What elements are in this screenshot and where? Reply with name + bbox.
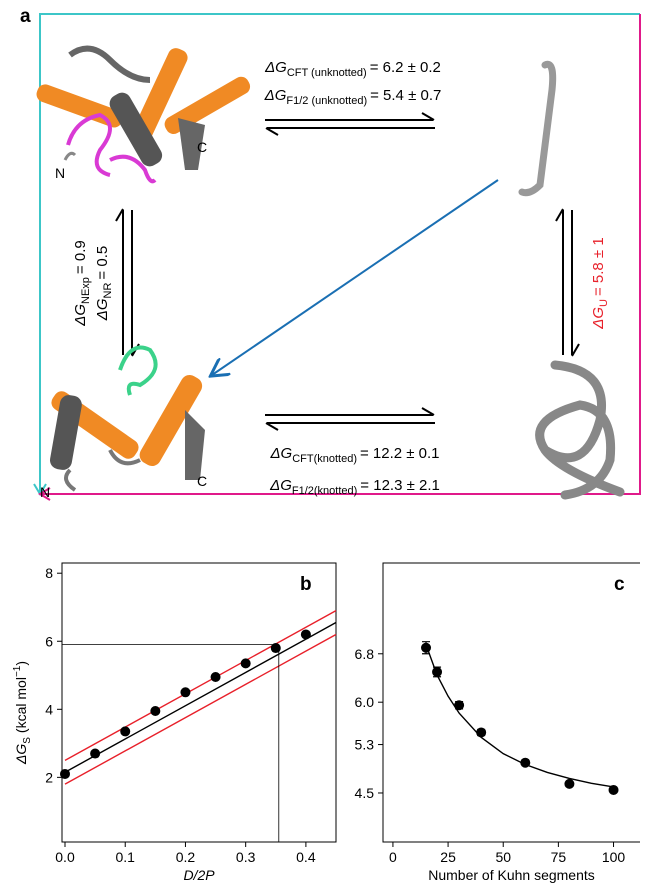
value: = 5.8 ± 1 (590, 237, 607, 296)
y-tick-label: 4 (45, 701, 53, 717)
equation: ΔGNExp = 0.9 (72, 240, 92, 326)
subscript: F1/2 (unknotted) (286, 95, 367, 107)
knotted-chain (540, 365, 620, 495)
subscript: NExp (80, 277, 92, 304)
x-tick-label: 0.2 (176, 849, 196, 865)
fit-line (65, 611, 336, 761)
subscript: CFT(knotted) (292, 453, 357, 465)
value: = 0.9 (72, 240, 89, 274)
superscript: −1 (12, 665, 23, 677)
protein-unknotted (34, 45, 253, 181)
value: = 12.3 ± 2.1 (360, 477, 440, 494)
symbol: ΔG (264, 59, 287, 76)
unit: (kcal mol (13, 677, 29, 733)
symbol: ΔG (94, 298, 111, 321)
x-tick-label: 0.4 (296, 849, 316, 865)
point (454, 700, 464, 710)
x-tick-label: 100 (602, 849, 626, 865)
point (432, 667, 442, 677)
value: = 0.5 (94, 246, 111, 280)
subscript: S (22, 737, 33, 744)
point (476, 727, 486, 737)
subscript: CFT (unknotted) (287, 67, 367, 79)
x-tick-label: 0.0 (55, 849, 75, 865)
fit-line (426, 645, 614, 787)
value: = 5.4 ± 0.7 (370, 87, 441, 104)
panel-label: b (300, 574, 312, 595)
point (180, 687, 190, 697)
symbol: ΔG (72, 304, 89, 327)
subscript: F1/2(knotted) (292, 485, 357, 497)
y-tick-label: 4.5 (355, 785, 375, 801)
point (301, 629, 311, 639)
x-tick-label: 75 (551, 849, 567, 865)
terminus-label: C (197, 473, 207, 489)
value: = 6.2 ± 0.2 (370, 59, 441, 76)
point (150, 706, 160, 716)
x-tick-label: 50 (495, 849, 511, 865)
point (211, 672, 221, 682)
point (120, 726, 130, 736)
y-tick-label: 6.0 (355, 694, 375, 710)
x-axis-label: Number of Kuhn segments (428, 867, 595, 883)
point (271, 643, 281, 653)
symbol: ΔG (590, 307, 607, 330)
value: = 12.2 ± 0.1 (360, 445, 440, 462)
point (90, 749, 100, 759)
y-tick-label: 5.3 (355, 737, 375, 753)
symbol: ΔG (269, 477, 292, 494)
transition-arrow (212, 180, 498, 375)
subscript: NR (102, 283, 114, 299)
fit-line (65, 634, 336, 784)
panel-label: c (614, 574, 625, 595)
symbol: ΔG (264, 87, 287, 104)
point (241, 658, 251, 668)
figure: a N C N C ΔGCFT (unknotted)= 6.2 ± 0.2ΔG… (0, 0, 658, 883)
point (520, 758, 530, 768)
protein-knotted (48, 348, 205, 491)
terminus-label: N (55, 165, 65, 181)
point (60, 769, 70, 779)
point (609, 785, 619, 795)
point (564, 779, 574, 789)
point (421, 643, 431, 653)
y-tick-label: 6.8 (355, 646, 375, 662)
x-tick-label: 0.1 (115, 849, 135, 865)
x-tick-label: 0 (389, 849, 397, 865)
unit-close: ) (13, 661, 29, 666)
equation: ΔGF1/2 (unknotted)= 5.4 ± 0.7 (264, 87, 442, 107)
axis-frame (383, 563, 640, 842)
x-tick-label: 25 (440, 849, 456, 865)
axis-frame (62, 563, 336, 842)
equation: ΔGNR = 0.5 (94, 246, 114, 321)
x-tick-label: 0.3 (236, 849, 256, 865)
equation: ΔGCFT (unknotted)= 6.2 ± 0.2 (264, 59, 441, 79)
equation: ΔGU = 5.8 ± 1 (590, 237, 610, 329)
unknotted-chain (522, 64, 553, 192)
y-tick-label: 6 (45, 633, 53, 649)
terminus-label: N (40, 484, 50, 500)
y-tick-label: 8 (45, 565, 53, 581)
x-axis-label: D/2P (183, 867, 215, 883)
symbol: ΔG (13, 744, 29, 765)
y-tick-label: 2 (45, 769, 53, 785)
symbol: ΔG (269, 445, 292, 462)
subscript: U (598, 299, 610, 307)
panel-label: a (20, 6, 31, 27)
y-axis-label: ΔGS (kcal mol−1) (12, 661, 33, 765)
terminus-label: C (197, 139, 207, 155)
equation: ΔGCFT(knotted)= 12.2 ± 0.1 (269, 445, 439, 465)
